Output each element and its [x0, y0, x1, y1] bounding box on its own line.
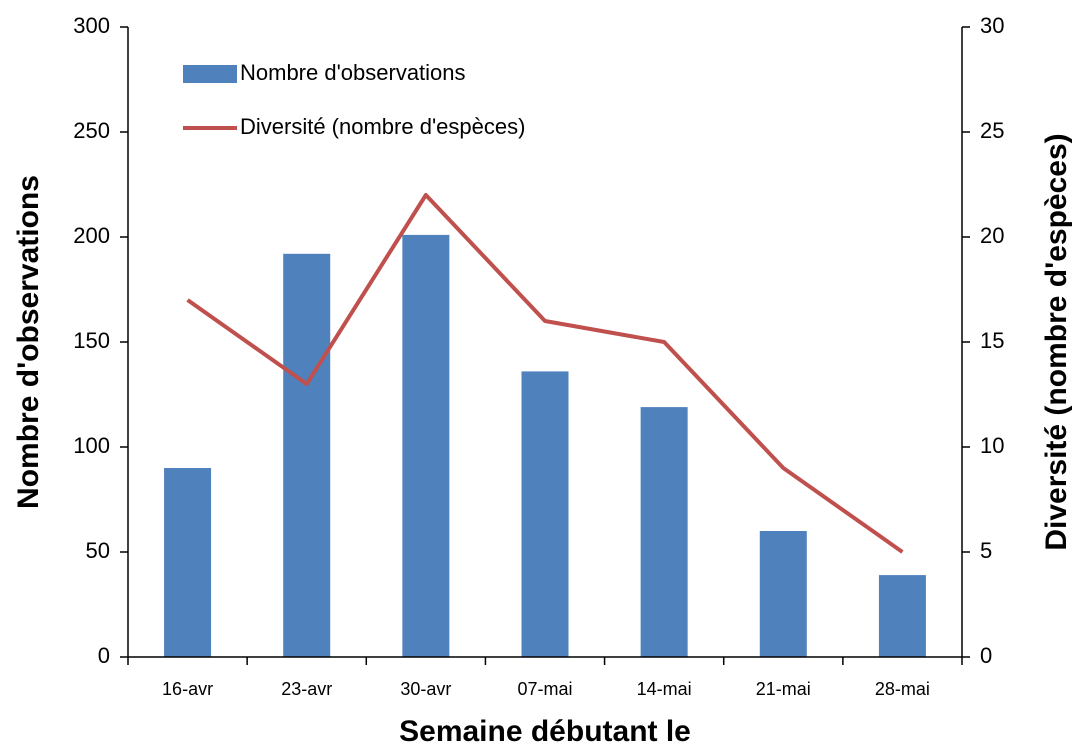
- y2-tick-label: 0: [980, 643, 992, 668]
- y2-tick-label: 5: [980, 538, 992, 563]
- y2-tick-label: 25: [980, 118, 1004, 143]
- y2-tick-label: 10: [980, 433, 1004, 458]
- bar: [878, 575, 926, 657]
- line: [186, 193, 904, 554]
- x-tick-label: 28-mai: [875, 679, 930, 699]
- bar: [164, 468, 212, 657]
- y-axis-title: Nombre d'observations: [12, 175, 45, 509]
- bar: [402, 234, 450, 657]
- x-tick-label: 23-avr: [281, 679, 332, 699]
- legend-label: Nombre d'observations: [240, 60, 466, 85]
- bar: [640, 407, 688, 657]
- y-tick-label: 150: [73, 328, 110, 353]
- bar: [759, 531, 807, 657]
- x-tick-label: 21-mai: [756, 679, 811, 699]
- bar: [283, 253, 331, 658]
- y2-tick-label: 30: [980, 13, 1004, 38]
- y-tick-label: 0: [98, 643, 110, 668]
- y-tick-label: 250: [73, 118, 110, 143]
- y-tick-label: 300: [73, 13, 110, 38]
- y-tick-label: 200: [73, 223, 110, 248]
- bar: [521, 371, 569, 657]
- y-tick-label: 100: [73, 433, 110, 458]
- x-axis-title: Semaine débutant le: [399, 715, 691, 748]
- x-tick-label: 16-avr: [162, 679, 213, 699]
- y2-tick-label: 20: [980, 223, 1004, 248]
- legend-swatch: [183, 65, 237, 83]
- y2-axis-title: Diversité (nombre d'espèces): [1040, 133, 1073, 550]
- y-tick-label: 50: [86, 538, 110, 563]
- x-tick-label: 30-avr: [400, 679, 451, 699]
- x-tick-label: 14-mai: [637, 679, 692, 699]
- x-tick-label: 07-mai: [517, 679, 572, 699]
- legend-label: Diversité (nombre d'espèces): [240, 114, 525, 139]
- y2-tick-label: 15: [980, 328, 1004, 353]
